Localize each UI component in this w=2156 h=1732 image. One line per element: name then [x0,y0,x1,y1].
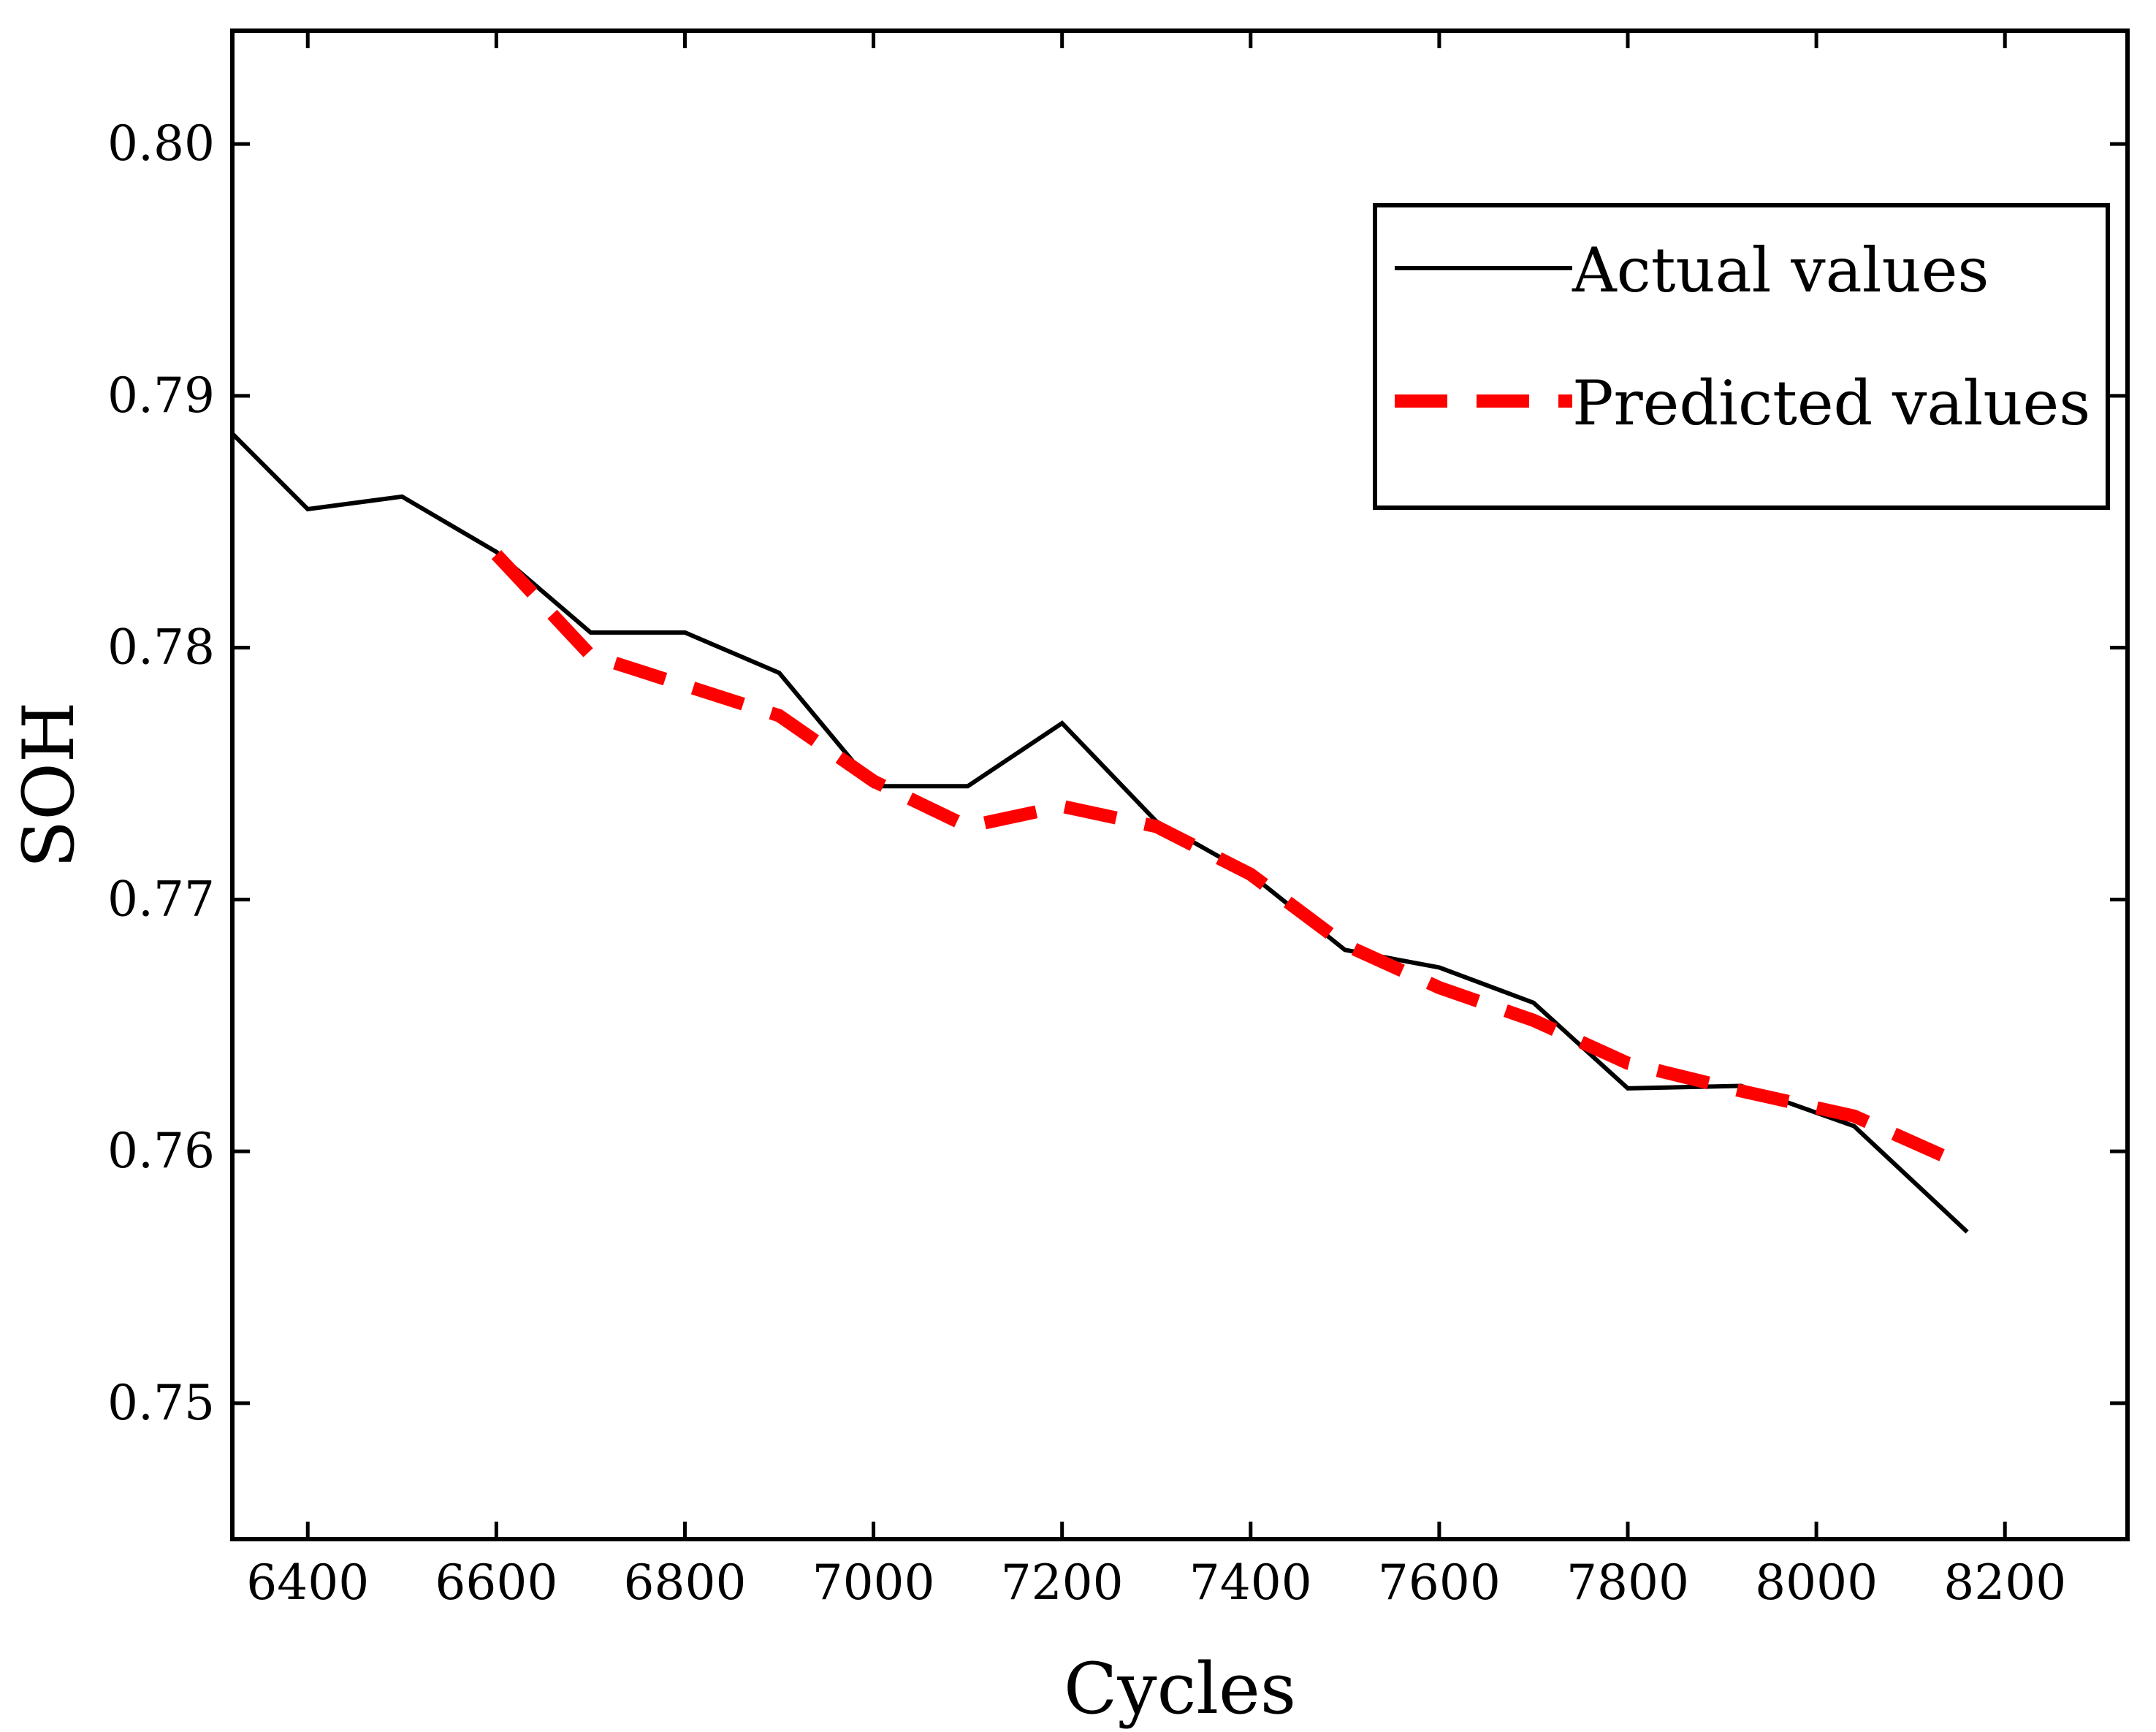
legend: Actual values Predicted values [1373,203,2110,510]
series-line-predicted [491,549,1970,1173]
x-tick-label: 7200 [1001,1554,1124,1611]
x-tick-label: 7600 [1378,1554,1501,1611]
legend-label-actual: Actual values [1572,234,1989,306]
y-tick-label: 0.77 [107,871,215,927]
y-tick-label: 0.78 [107,619,215,676]
series-layer [232,432,1970,1234]
y-tick-label: 0.80 [107,115,215,172]
x-axis-label: Cycles [1064,1648,1296,1730]
x-tick-label: 7000 [812,1554,935,1611]
x-tick-label: 6400 [246,1554,369,1611]
x-tick-label: 8200 [1943,1554,2066,1611]
x-tick-label: 8000 [1755,1554,1878,1611]
x-tick-label: 6600 [435,1554,557,1611]
x-tick-label: 7800 [1566,1554,1689,1611]
y-axis-label: SOH [8,701,90,868]
axes-box [230,28,2130,1541]
y-tick-label: 0.75 [107,1375,215,1431]
y-tick-label: 0.76 [107,1123,215,1179]
ticks-layer: 6400 6600 6800 7000 7200 7400 7600 7800 8000 8200… [107,31,2128,1611]
legend-box [1373,203,2110,510]
series-line-actual [232,432,1969,1234]
x-tick-label: 7400 [1189,1554,1312,1611]
y-tick-label: 0.79 [107,367,215,424]
x-tick-label: 6800 [623,1554,746,1611]
legend-label-predicted: Predicted values [1572,367,2090,439]
